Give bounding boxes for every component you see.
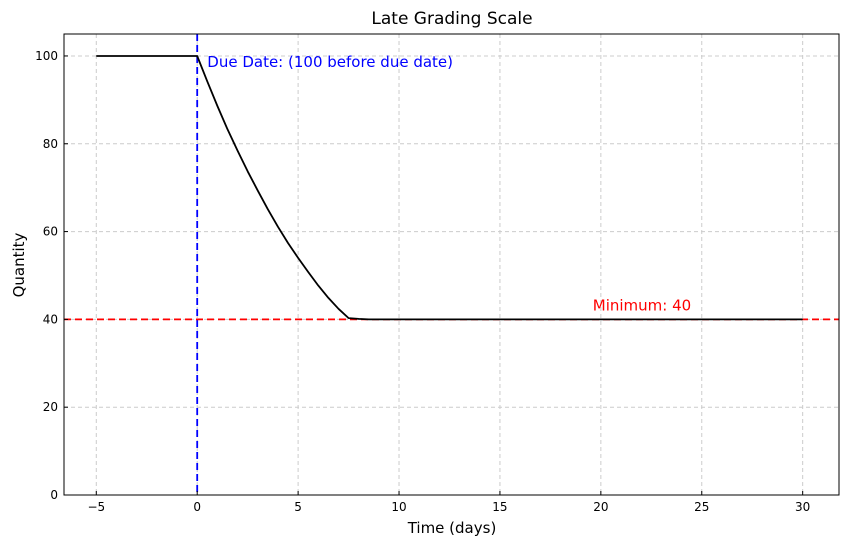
series-line-grade bbox=[96, 55, 803, 321]
annotations: Due Date: (100 before due date) Minimum: … bbox=[207, 53, 691, 315]
y-tick-label: 20 bbox=[43, 400, 58, 414]
series-lines bbox=[96, 55, 803, 321]
x-tick-label: −5 bbox=[87, 500, 105, 514]
plot-frame bbox=[63, 33, 840, 496]
x-tick-label: 5 bbox=[294, 500, 302, 514]
grid-lines bbox=[64, 34, 839, 496]
x-tick-label: 10 bbox=[391, 500, 406, 514]
x-tick-label: 15 bbox=[492, 500, 507, 514]
axis-ticks: −5 0 5 10 15 20 25 30 0 20 40 60 80 100 bbox=[35, 49, 810, 514]
chart-title: Late Grading Scale bbox=[371, 9, 532, 29]
x-tick-label: 30 bbox=[795, 500, 810, 514]
x-axis-label: Time (days) bbox=[407, 519, 497, 537]
x-tick-label: 0 bbox=[193, 500, 201, 514]
y-tick-label: 40 bbox=[43, 312, 58, 326]
minimum-annotation: Minimum: 40 bbox=[593, 297, 691, 315]
reference-lines bbox=[64, 34, 839, 495]
y-tick-label: 100 bbox=[35, 49, 58, 63]
x-tick-label: 25 bbox=[694, 500, 709, 514]
due-date-annotation: Due Date: (100 before due date) bbox=[207, 53, 453, 71]
x-tick-label: 20 bbox=[593, 500, 608, 514]
y-axis-label: Quantity bbox=[10, 232, 28, 297]
y-tick-label: 0 bbox=[50, 488, 58, 502]
y-tick-label: 60 bbox=[43, 225, 58, 239]
y-tick-label: 80 bbox=[43, 137, 58, 151]
